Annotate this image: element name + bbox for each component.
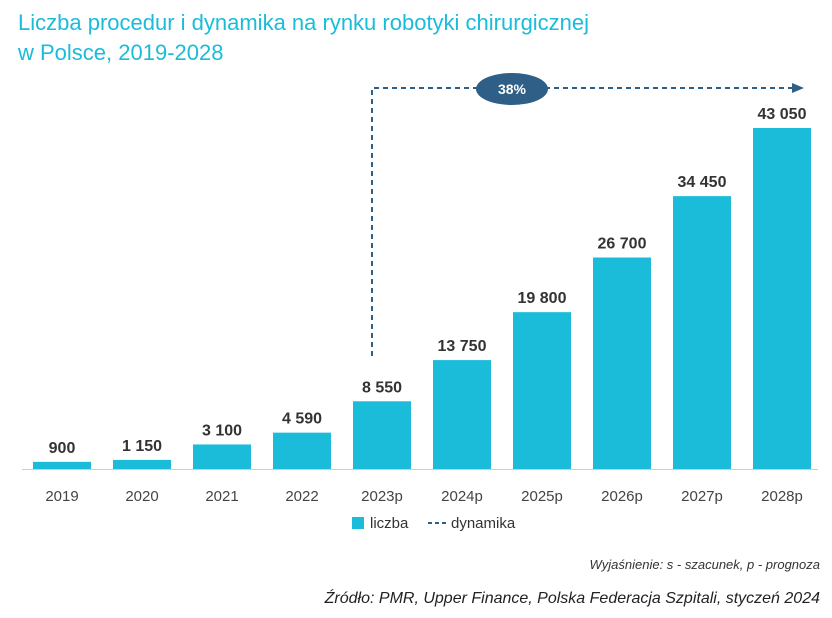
source-note: Źródło: PMR, Upper Finance, Polska Feder… [324,590,820,607]
x-tick-2022: 2022 [285,488,318,505]
dynamika-badge [476,73,548,105]
data-label-2023p: 8 550 [362,379,402,396]
dynamika-badge-label: 38% [498,81,527,97]
x-tick-2023p: 2023p [361,488,403,505]
bar-2028p [753,128,811,469]
chart-title-line-2: w Polsce, 2019-2028 [18,40,224,65]
bar-2024p [433,360,491,469]
x-tick-2019: 2019 [45,488,78,505]
x-tick-2028p: 2028p [761,488,803,505]
dynamika-dashed-arrow [371,87,794,356]
data-label-2024p: 13 750 [438,338,487,355]
x-tick-2026p: 2026p [601,488,643,505]
data-label-2028p: 43 050 [758,106,807,123]
x-tick-2024p: 2024p [441,488,483,505]
explanation-note: Wyjaśnienie: s - szacunek, p - prognoza [589,557,821,572]
x-tick-2020: 2020 [125,488,158,505]
chart-title-line-1: Liczba procedur i dynamika na rynku robo… [18,10,590,35]
dynamika-arrow-head [792,83,804,93]
bar-2021 [193,444,251,469]
data-label-2022: 4 590 [282,411,322,428]
x-tick-2021: 2021 [205,488,238,505]
bar-2026p [593,257,651,469]
data-label-2027p: 34 450 [678,174,727,191]
data-label-2021: 3 100 [202,422,242,439]
legend-label-dynamika: dynamika [451,515,516,532]
bar-2023p [353,401,411,469]
data-label-2025p: 19 800 [518,290,567,307]
data-label-2026p: 26 700 [598,236,647,253]
data-label-2020: 1 150 [122,438,162,455]
x-tick-2025p: 2025p [521,488,563,505]
chart-title: Liczba procedur i dynamika na rynku robo… [18,8,818,68]
data-label-2019: 900 [49,440,76,457]
bar-2027p [673,196,731,469]
bar-2019 [33,461,91,469]
bar-2020 [113,459,171,469]
legend-label-liczba: liczba [370,515,409,532]
bar-2025p [513,312,571,469]
x-tick-2027p: 2027p [681,488,723,505]
legend-swatch-liczba [352,517,364,529]
bar-2022 [273,432,331,469]
